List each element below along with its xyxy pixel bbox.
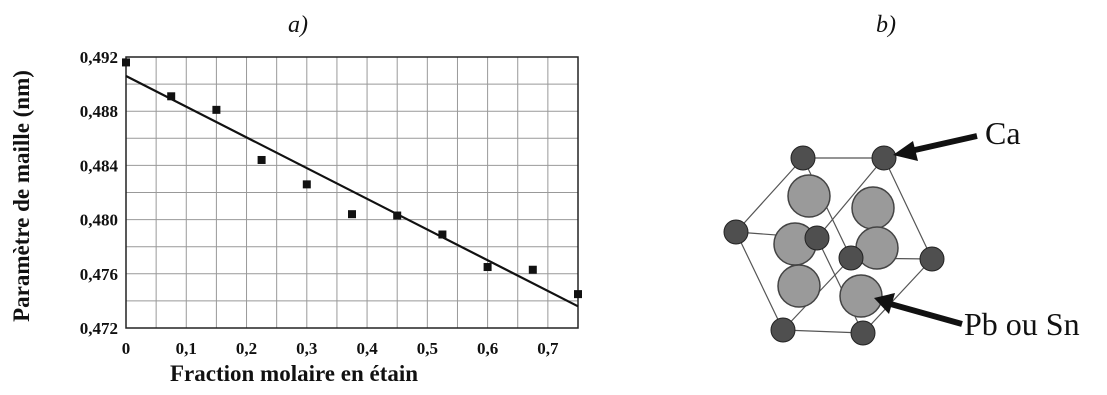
ca-label: Ca: [985, 115, 1021, 151]
data-point: [348, 210, 356, 219]
data-point: [122, 58, 130, 67]
x-axis-label: Fraction molaire en étain: [170, 361, 419, 386]
pb-arrowhead: [874, 293, 895, 314]
y-tick-label: 0,492: [80, 48, 118, 67]
ca-atom: [804, 225, 830, 251]
ca-arrowhead: [893, 141, 918, 161]
cell-edge: [816, 157, 885, 239]
x-tick-label: 0: [122, 339, 131, 358]
data-point: [212, 105, 221, 114]
y-tick-label: 0,476: [80, 265, 118, 284]
cell-edge: [862, 258, 933, 334]
ca-atom: [838, 245, 864, 271]
cell-edge: [816, 237, 864, 334]
data-point: [483, 263, 492, 272]
panel-label-b: b): [876, 12, 896, 38]
ca-atoms: [723, 145, 945, 346]
data-points: [122, 58, 582, 299]
pb-arrow: [886, 300, 963, 327]
ca-atom: [850, 320, 876, 346]
x-tick-label: 0,6: [477, 339, 498, 358]
panel-label-a: a): [288, 12, 308, 38]
ca-atom: [770, 317, 796, 343]
pb-sn-atom: [851, 186, 895, 230]
y-tick-labels: 0,472 0,476 0,480 0,484 0,488 0,492: [80, 48, 119, 338]
data-point: [393, 211, 402, 220]
cell-edge: [782, 329, 864, 334]
x-tick-label: 0,7: [537, 339, 559, 358]
y-tick-label: 0,480: [80, 211, 118, 230]
cell-edge: [735, 231, 784, 331]
data-point: [257, 155, 266, 164]
x-tick-label: 0,5: [417, 339, 438, 358]
pb-sn-atom: [787, 174, 831, 218]
ca-atom: [871, 145, 897, 171]
data-point: [438, 230, 447, 239]
y-tick-label: 0,472: [80, 319, 118, 338]
crystal-structure-diagram: Ca Pb ou Sn: [723, 115, 1080, 346]
plot-frame: [125, 56, 579, 329]
scatter-chart: 0 0,1 0,2 0,3 0,4 0,5 0,6 0,7 0,4720,4760,4800,…: [80, 48, 582, 358]
cell-edge: [735, 157, 804, 233]
ca-arrow: [905, 133, 978, 155]
data-point: [574, 290, 582, 299]
x-tick-labels: 0 0,1 0,2 0,3 0,4 0,5 0,6 0,7: [122, 339, 559, 358]
pb-sn-atom: [839, 274, 883, 318]
data-point: [167, 92, 176, 101]
chart-grid: [125, 56, 579, 329]
ca-atom: [919, 246, 945, 272]
x-tick-label: 0,2: [236, 339, 257, 358]
pb-sn-label: Pb ou Sn: [964, 306, 1080, 342]
data-point: [528, 265, 537, 274]
fit-line: [125, 74, 579, 308]
x-tick-label: 0,4: [356, 339, 378, 358]
ca-atom: [790, 145, 816, 171]
pb-sn-atoms: [773, 174, 899, 318]
y-tick-label: 0,484: [80, 156, 119, 175]
cell-edge: [883, 157, 933, 260]
x-tick-label: 0,1: [176, 339, 197, 358]
ca-atom: [723, 219, 749, 245]
pb-sn-atom: [777, 264, 821, 308]
data-point: [302, 180, 311, 189]
y-tick-label: 0,488: [80, 102, 118, 121]
x-tick-label: 0,3: [296, 339, 317, 358]
